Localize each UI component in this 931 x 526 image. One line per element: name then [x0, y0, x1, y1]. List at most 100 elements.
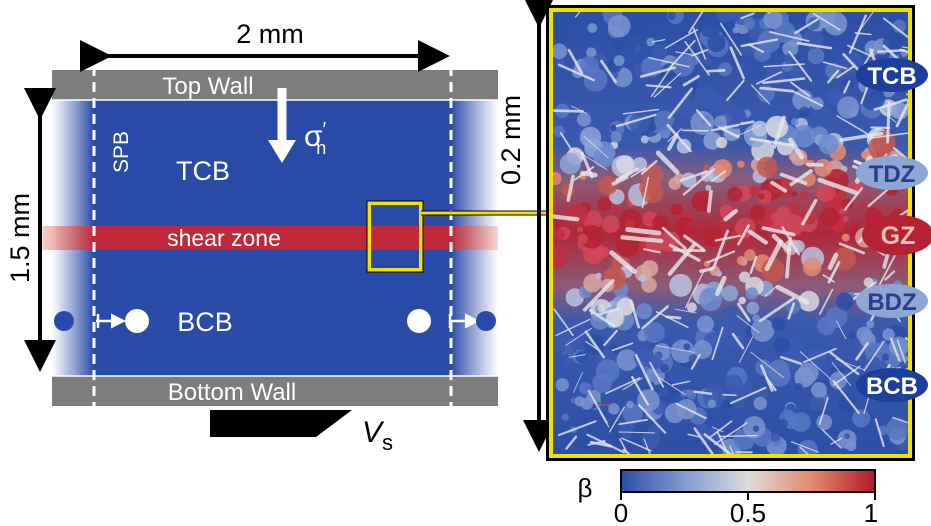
force-chain: [589, 440, 612, 448]
force-chain: [682, 75, 700, 87]
force-chain: [667, 132, 679, 151]
force-chain: [682, 129, 709, 132]
zoom-highlight-box: [367, 201, 423, 272]
particle: [734, 107, 745, 118]
svg-text:GZ: GZ: [881, 222, 916, 250]
force-chain: [793, 90, 824, 107]
force-chain: [827, 252, 839, 271]
periodic-particle-ghost-right: [476, 311, 496, 331]
force-chain: [763, 63, 805, 68]
particle: [841, 233, 850, 242]
force-chain: [661, 226, 687, 250]
particle: [703, 228, 722, 247]
force-chain: [688, 12, 704, 34]
force-chain: [714, 422, 748, 445]
force-chain: [895, 100, 908, 128]
force-chain: [568, 354, 586, 358]
particle: [652, 214, 669, 231]
force-chain: [699, 266, 715, 273]
zone-label-bdz: BDZ: [856, 284, 928, 318]
particle: [553, 228, 566, 241]
force-chain: [588, 308, 616, 328]
force-chain: [631, 375, 650, 406]
particle: [860, 151, 869, 159]
force-chain: [736, 315, 760, 334]
force-chain: [691, 49, 708, 57]
width-label: 2 mm: [236, 19, 304, 49]
force-chain: [637, 404, 667, 434]
particle: [746, 301, 760, 315]
particle: [802, 257, 822, 277]
particle: [763, 12, 783, 30]
force-chain: [870, 126, 891, 129]
force-chain: [799, 351, 832, 380]
force-chain: [832, 365, 861, 386]
force-chain: [896, 339, 907, 364]
force-chain: [664, 28, 699, 49]
force-chain: [758, 297, 795, 323]
particle: [750, 318, 775, 342]
force-chain: [565, 435, 578, 450]
force-chain: [583, 135, 609, 159]
micro-height-label: 0.2 mm: [496, 95, 526, 185]
force-chain: [671, 380, 691, 386]
particle: [809, 395, 825, 411]
force-chain: [687, 433, 701, 438]
particle: [806, 347, 827, 368]
force-chain: [848, 14, 867, 54]
force-chain: [645, 84, 672, 89]
force-chain: [714, 275, 727, 297]
particle: [718, 62, 732, 77]
particle: [553, 20, 570, 43]
force-chain: [557, 63, 595, 82]
force-chain: [553, 308, 574, 337]
force-chain: [835, 358, 865, 371]
force-chain: [630, 167, 646, 178]
force-chain: [759, 86, 795, 93]
force-chain: [764, 284, 779, 297]
force-chain: [712, 229, 730, 269]
force-chain: [738, 336, 753, 363]
force-chain: [620, 437, 652, 452]
particle: [848, 332, 856, 340]
particle: [768, 359, 790, 381]
force-chain: [762, 77, 806, 85]
bottom-wall-label: Bottom Wall: [168, 379, 296, 406]
particle: [816, 414, 833, 431]
particle: [816, 182, 836, 202]
force-chain: [693, 390, 713, 395]
force-chain: [675, 402, 707, 420]
particle: [736, 255, 746, 266]
zone-label-bcb: BCB: [856, 368, 928, 402]
particle: [676, 138, 692, 154]
particle: [590, 247, 600, 257]
force-chain: [640, 160, 658, 175]
force-chain: [572, 147, 608, 171]
particle: [791, 118, 799, 126]
force-chain: [714, 234, 741, 242]
force-chain: [655, 311, 689, 329]
particle: [811, 382, 827, 398]
particle: [613, 55, 625, 67]
force-chain: [684, 269, 705, 309]
force-chain: [703, 433, 733, 454]
particle: [721, 413, 729, 421]
normal-stress-arrow-head: [268, 140, 296, 163]
particle: [707, 399, 716, 408]
particle: [707, 33, 726, 53]
force-chain: [750, 351, 784, 378]
particle: [819, 207, 840, 227]
particle: [741, 47, 749, 54]
particle: [595, 359, 620, 383]
force-chain: [655, 345, 695, 353]
particle: [607, 14, 631, 38]
left-schematic: 2 mm 1.5 mm Top Wall Bottom Wall SPB σ′ n…: [5, 19, 590, 455]
force-chain: [711, 426, 724, 433]
particle: [892, 19, 907, 33]
force-chain: [565, 327, 592, 346]
force-chain: [812, 12, 841, 31]
particle: [892, 102, 908, 120]
force-chain: [747, 229, 769, 245]
force-chain: [880, 109, 897, 123]
force-chain: [726, 79, 745, 102]
